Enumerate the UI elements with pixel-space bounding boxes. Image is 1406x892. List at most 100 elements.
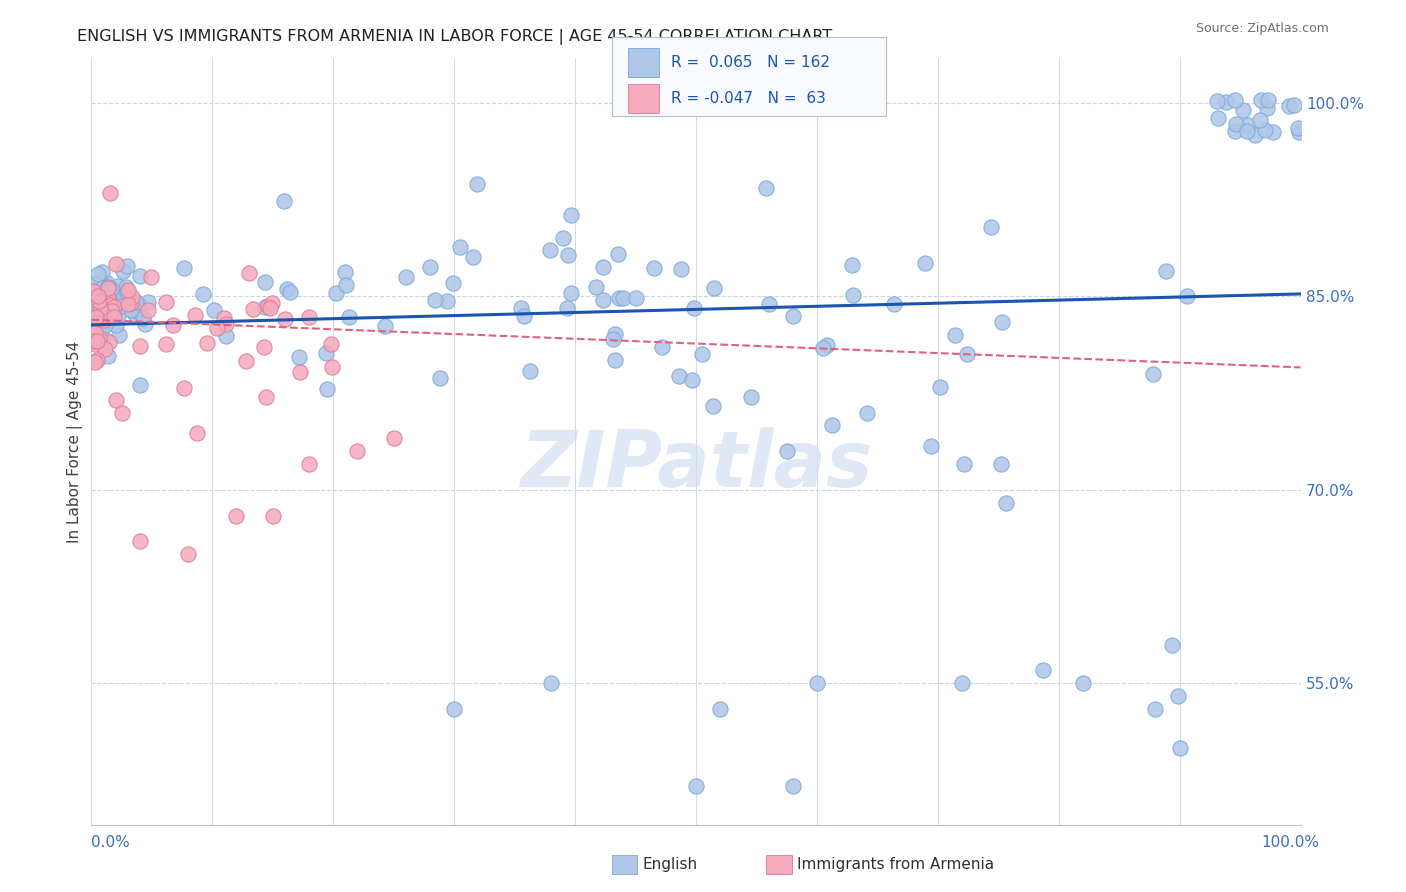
Point: [134, 317, 156, 331]
Point: [956, 346, 979, 360]
Point: [920, 439, 942, 453]
Point: [346, 444, 368, 458]
Point: [278, 285, 301, 299]
Point: [129, 339, 152, 353]
Point: [195, 336, 218, 351]
Point: [671, 262, 693, 277]
Point: [97, 349, 120, 363]
Point: [105, 301, 128, 315]
Text: Immigrants from Armenia: Immigrants from Armenia: [797, 857, 994, 871]
Point: [115, 259, 138, 273]
Point: [316, 382, 339, 396]
Point: [97, 291, 120, 305]
Point: [86, 334, 108, 348]
Point: [205, 321, 228, 335]
Point: [254, 391, 277, 405]
Point: [325, 285, 347, 300]
Text: ENGLISH VS IMMIGRANTS FROM ARMENIA IN LABOR FORCE | AGE 45-54 CORRELATION CHART: ENGLISH VS IMMIGRANTS FROM ARMENIA IN LA…: [77, 29, 832, 45]
Point: [463, 251, 485, 265]
Point: [394, 269, 416, 284]
Point: [1205, 94, 1227, 108]
Point: [129, 269, 152, 284]
Point: [612, 291, 634, 305]
Text: R = -0.047   N =  63: R = -0.047 N = 63: [671, 91, 825, 106]
Point: [104, 257, 127, 271]
Point: [212, 311, 235, 326]
Point: [1223, 124, 1246, 138]
Point: [1249, 113, 1271, 128]
Point: [315, 346, 337, 360]
Point: [815, 338, 838, 352]
Point: [423, 293, 446, 307]
Point: [98, 293, 121, 308]
Point: [538, 244, 561, 258]
Point: [107, 279, 129, 293]
Point: [215, 328, 238, 343]
Point: [914, 255, 936, 269]
Point: [1261, 125, 1284, 139]
Point: [87, 289, 110, 303]
Point: [128, 302, 150, 317]
Point: [262, 508, 284, 523]
Point: [681, 373, 703, 387]
Point: [782, 309, 804, 323]
Point: [84, 310, 107, 324]
Text: 100.0%: 100.0%: [1261, 836, 1319, 850]
Point: [513, 310, 536, 324]
Point: [87, 267, 110, 281]
Point: [100, 293, 122, 307]
Point: [117, 283, 139, 297]
Point: [100, 302, 122, 317]
Point: [98, 298, 121, 312]
Point: [1175, 289, 1198, 303]
Point: [96, 308, 118, 322]
Point: [93, 309, 115, 323]
Point: [252, 340, 274, 354]
Point: [842, 288, 865, 302]
Point: [1236, 123, 1258, 137]
Point: [82, 334, 104, 348]
Point: [560, 285, 582, 300]
Point: [107, 327, 129, 342]
Point: [980, 220, 1002, 235]
Point: [952, 457, 974, 471]
Point: [560, 208, 582, 222]
Point: [82, 295, 104, 310]
Point: [1250, 93, 1272, 107]
Point: [950, 676, 973, 690]
Point: [883, 297, 905, 311]
Point: [690, 346, 713, 360]
Point: [782, 780, 804, 794]
Point: [97, 280, 120, 294]
Point: [90, 297, 112, 311]
Point: [1278, 99, 1301, 113]
Point: [1142, 367, 1164, 381]
Point: [86, 353, 108, 368]
Text: Source: ZipAtlas.com: Source: ZipAtlas.com: [1195, 22, 1329, 36]
Point: [651, 340, 673, 354]
Point: [335, 277, 357, 292]
Point: [841, 258, 863, 272]
Point: [84, 337, 107, 351]
Point: [124, 307, 146, 321]
Point: [155, 295, 177, 310]
Point: [1144, 702, 1167, 716]
Point: [94, 342, 117, 356]
Point: [806, 676, 828, 690]
Point: [443, 702, 465, 716]
Point: [685, 780, 707, 794]
Point: [509, 301, 531, 316]
Point: [136, 303, 159, 318]
Point: [1244, 128, 1267, 142]
Point: [115, 280, 138, 294]
Point: [202, 303, 225, 318]
Point: [1284, 98, 1306, 112]
Point: [97, 280, 120, 294]
Point: [110, 299, 132, 313]
Point: [257, 298, 280, 312]
Point: [132, 311, 155, 326]
Text: R =  0.065   N = 162: R = 0.065 N = 162: [671, 55, 830, 70]
Point: [1232, 103, 1254, 117]
Y-axis label: In Labor Force | Age 45-54: In Labor Force | Age 45-54: [67, 341, 83, 542]
Point: [1254, 123, 1277, 137]
